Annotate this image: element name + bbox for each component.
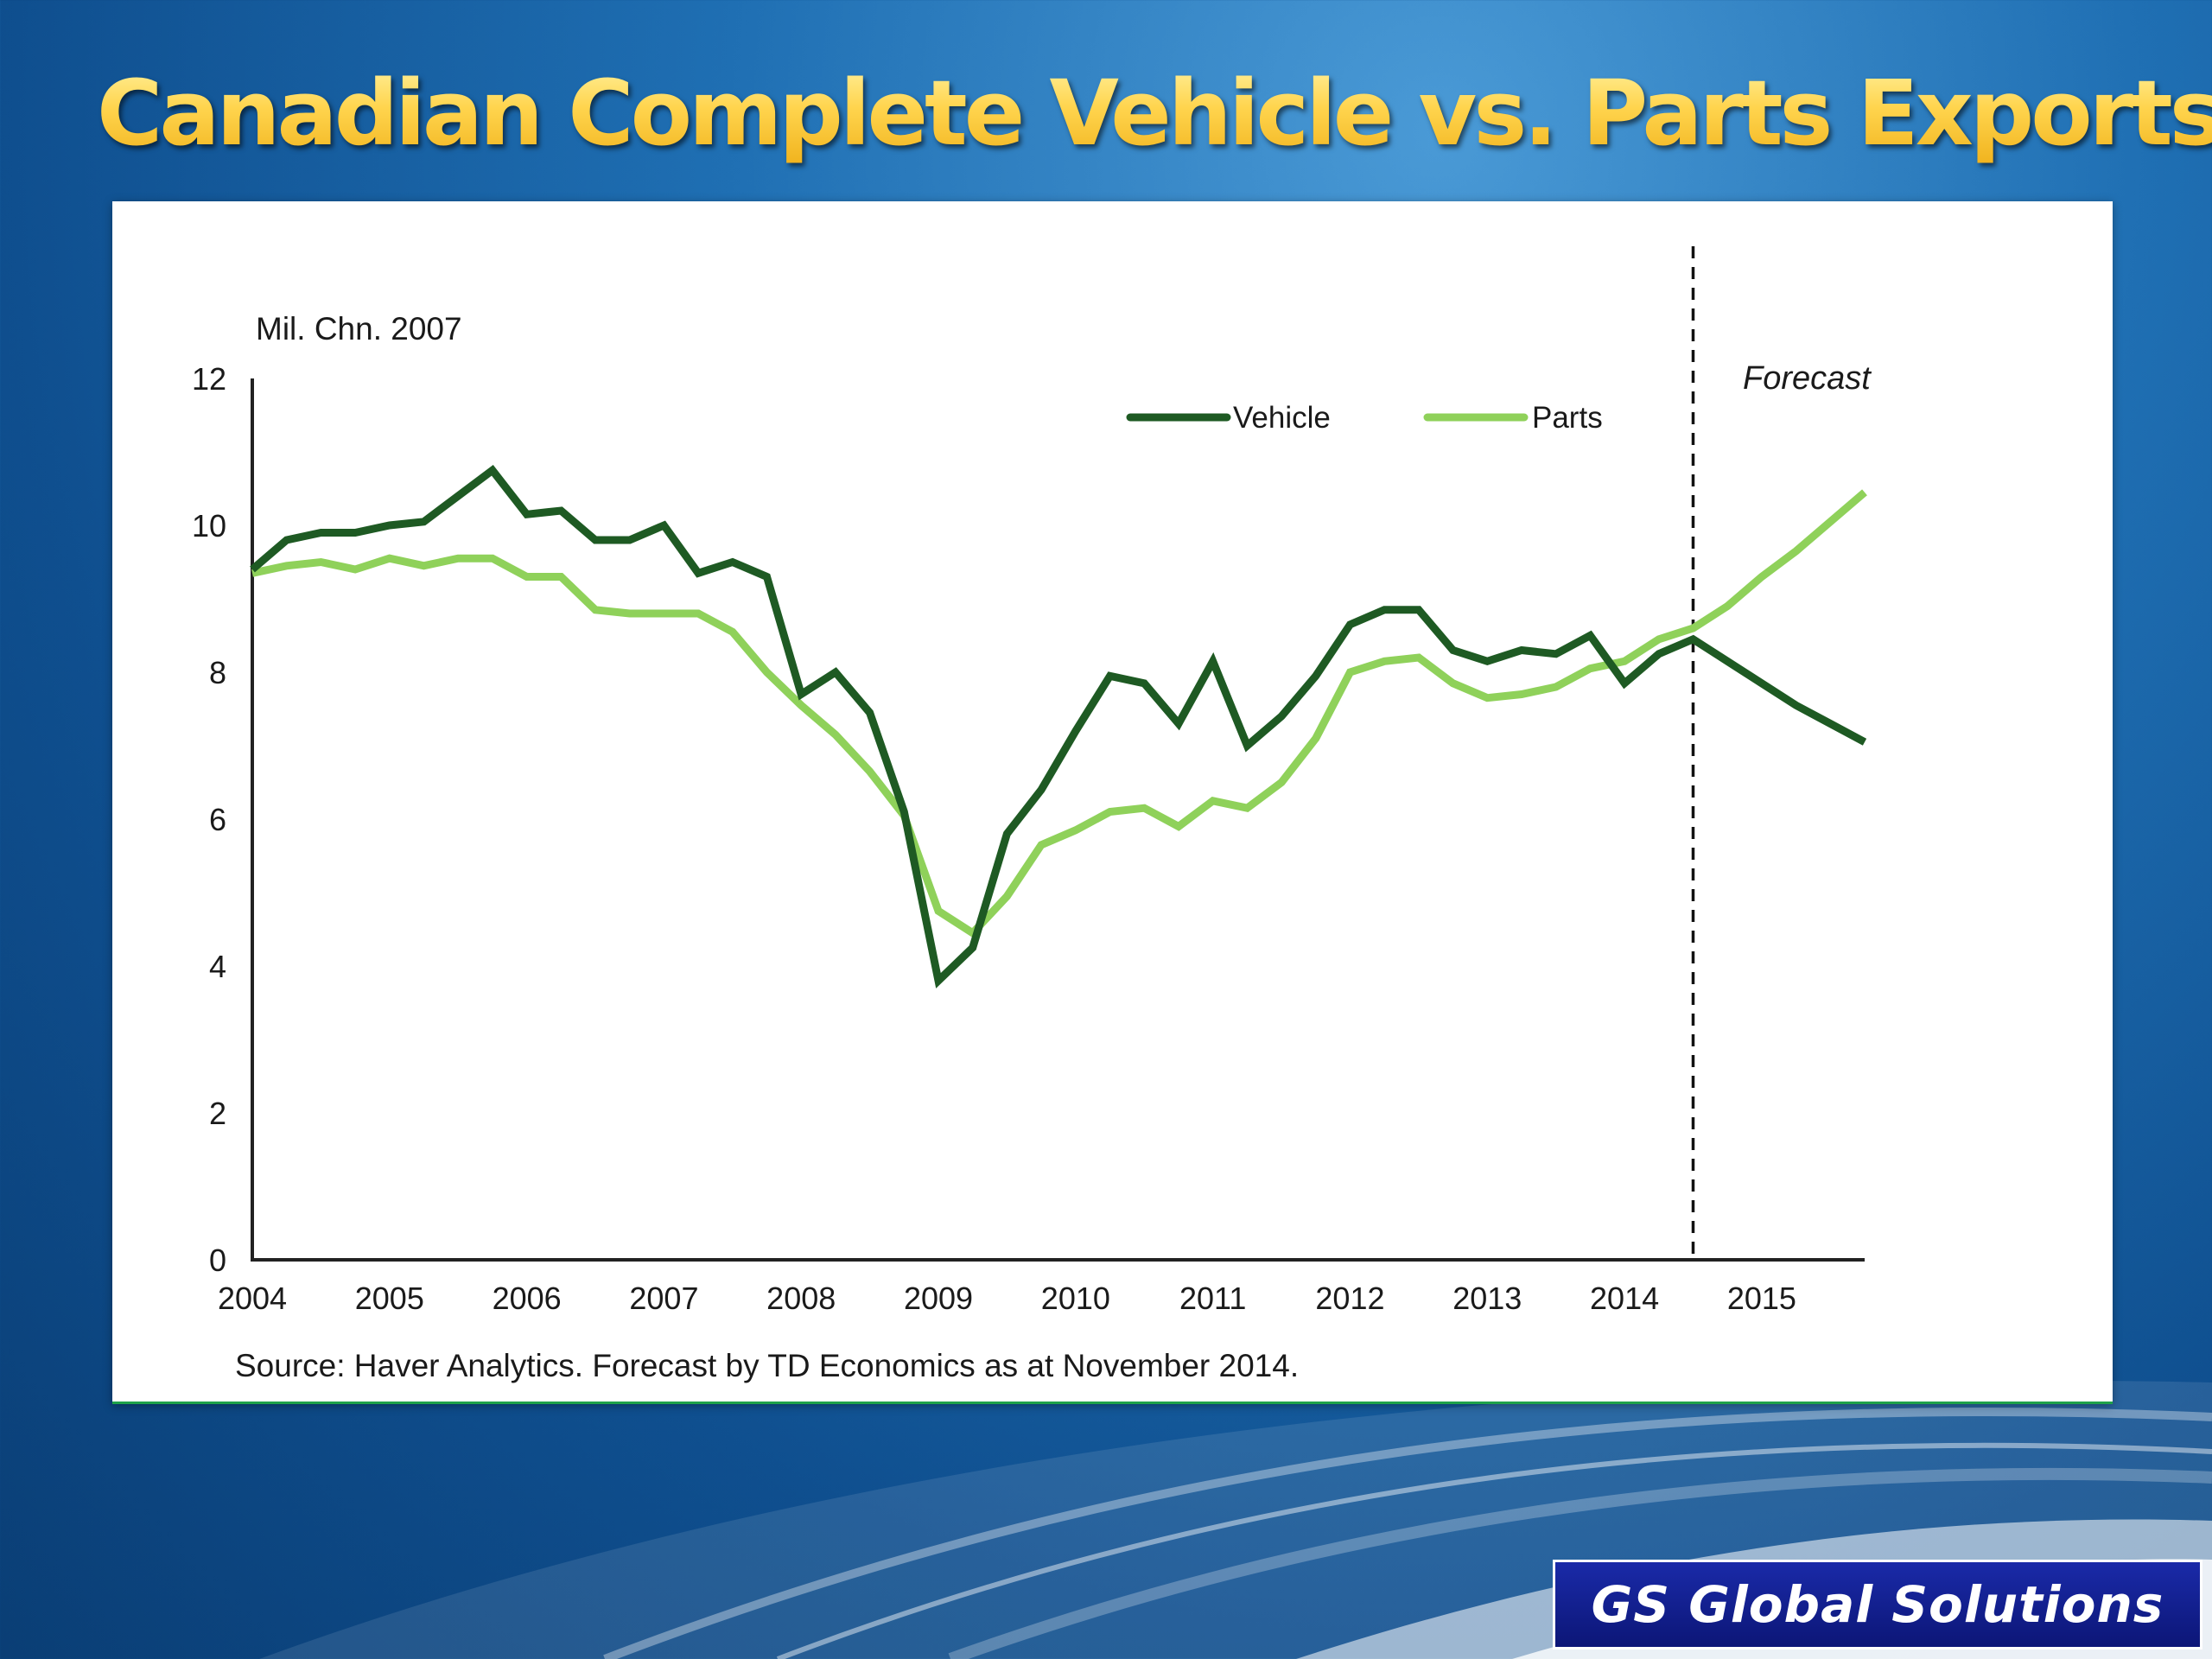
series-line-parts <box>251 489 1867 938</box>
forecast-label: Forecast <box>1743 360 1872 397</box>
series-layer <box>250 465 1867 988</box>
legend-label-parts: Parts <box>1532 401 1603 435</box>
y-tick-label: 10 <box>192 508 226 543</box>
chart-panel: Mil. Chn. 2007 0 2 4 6 8 10 12 2004 2005 2006 200… <box>112 201 2113 1404</box>
y-tick-label: 0 <box>209 1243 226 1278</box>
x-tick-label: 2007 <box>629 1281 698 1316</box>
y-tick-label: 8 <box>209 655 226 690</box>
y-tick-label: 4 <box>209 949 226 984</box>
series-line-vehicle <box>250 465 1867 988</box>
x-tick-label: 2006 <box>493 1281 562 1316</box>
x-tick-label: 2014 <box>1590 1281 1659 1316</box>
legend: Vehicle Parts <box>1126 401 1603 435</box>
y-tick-label: 12 <box>192 361 226 397</box>
x-tick-label: 2011 <box>1179 1281 1246 1316</box>
x-tick-labels: 2004 2005 2006 2007 2008 2009 2010 2011 2012 2013… <box>218 1281 1796 1316</box>
y-tick-labels: 0 2 4 6 8 10 12 <box>192 361 226 1278</box>
brand-text: GS Global Solutions <box>1591 1575 2164 1634</box>
source-note: Source: Haver Analytics. Forecast by TD … <box>235 1348 1299 1383</box>
x-tick-label: 2010 <box>1041 1281 1110 1316</box>
y-tick-label: 2 <box>209 1096 226 1131</box>
legend-label-vehicle: Vehicle <box>1233 401 1331 435</box>
y-unit-label: Mil. Chn. 2007 <box>256 311 462 346</box>
x-tick-label: 2008 <box>766 1281 836 1316</box>
brand-logo: GS Global Solutions <box>1553 1560 2202 1649</box>
x-tick-label: 2013 <box>1452 1281 1522 1316</box>
y-tick-label: 6 <box>209 802 226 837</box>
x-tick-label: 2012 <box>1315 1281 1384 1316</box>
x-tick-label: 2009 <box>904 1281 973 1316</box>
x-tick-label: 2004 <box>218 1281 287 1316</box>
x-tick-label: 2015 <box>1727 1281 1796 1316</box>
x-tick-label: 2005 <box>355 1281 424 1316</box>
slide-title: Canadian Complete Vehicle vs. Parts Expo… <box>97 60 2212 166</box>
